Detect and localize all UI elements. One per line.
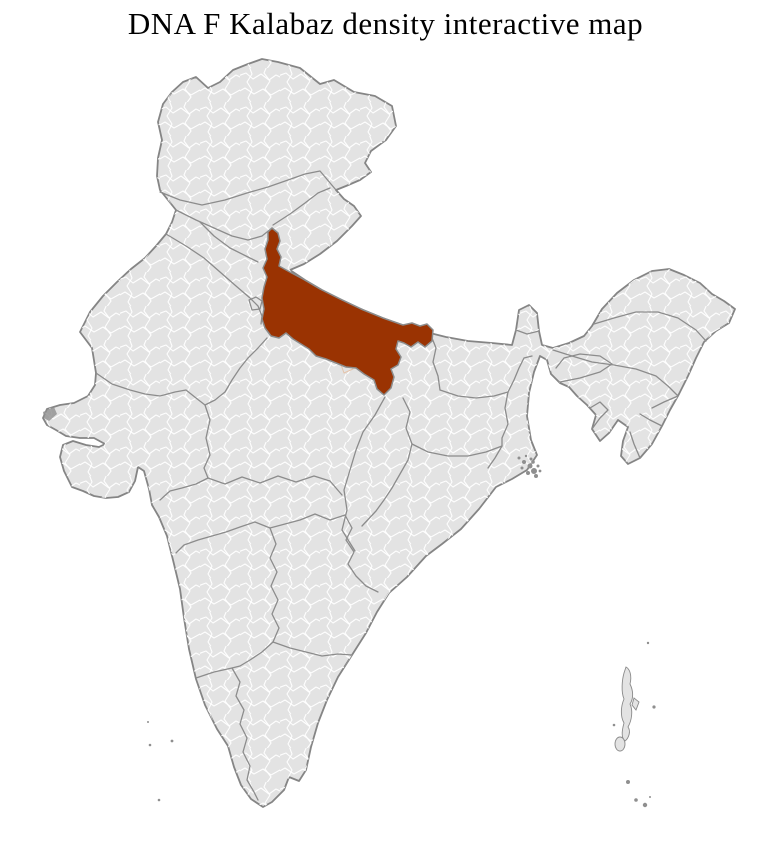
page-title: DNA F Kalabaz density interactive map — [127, 6, 644, 41]
lakshadweep-islands[interactable] — [147, 721, 174, 802]
kutch-rann-patch — [43, 407, 57, 421]
state-borders — [95, 170, 707, 801]
sundarbans-marsh — [517, 454, 542, 478]
andaman-nicobar-islands[interactable] — [612, 641, 656, 808]
